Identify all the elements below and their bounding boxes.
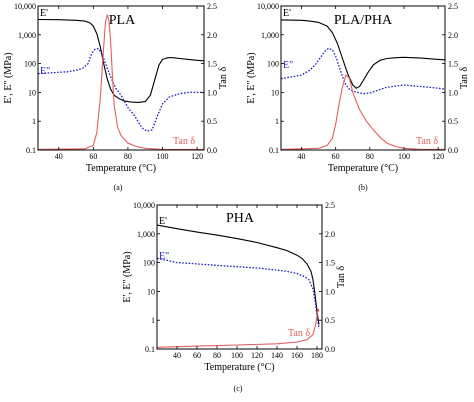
- panel-caption: (b): [358, 183, 368, 192]
- y-right-tick-label: 0.5: [207, 117, 217, 126]
- loss-modulus-label: E": [40, 66, 50, 77]
- panel-title: PLA/PHA: [334, 13, 393, 28]
- y-right-tick-label: 0.5: [325, 316, 335, 325]
- loss-modulus-line: [37, 48, 204, 132]
- chart-panel-a: 40 60 80 100 120 0.1 1 10 100 1,000 10,000 0.0 0.5 1.…: [3, 2, 229, 192]
- y-right-tick-label: 1.5: [325, 259, 335, 268]
- x-tick-label: 80: [366, 152, 374, 161]
- loss-modulus-line: [280, 47, 446, 95]
- x-tick-label: 60: [193, 351, 201, 360]
- y-left-tick-label: 10,000: [14, 2, 36, 11]
- y-left-tick-label: 10: [28, 88, 36, 97]
- x-tick-label: 80: [213, 351, 221, 360]
- y-right-tick-label: 2.0: [448, 31, 458, 40]
- y-right-tick-label: 1.0: [325, 287, 335, 296]
- loss-modulus-label: E": [283, 60, 293, 71]
- tan-delta-line: [156, 308, 320, 348]
- y-left-axis-label: E', E" (MPa): [246, 52, 257, 103]
- storage-modulus-line: [280, 19, 446, 89]
- y-right-axis-label: Tan δ: [459, 67, 470, 89]
- y-left-tick-label: 100: [24, 60, 36, 69]
- loss-modulus-label: E": [159, 251, 169, 262]
- storage-modulus-line: [156, 224, 320, 325]
- chart-panel-b: 40 60 80 100 120 0.1 1 10 100 1,000 10,000 0.0 0.5 1.…: [246, 2, 470, 192]
- x-tick-label: 140: [271, 351, 283, 360]
- y-left-tick-label: 0.1: [26, 146, 36, 155]
- y-left-tick-label: 0.1: [145, 345, 155, 354]
- x-tick-label: 100: [231, 351, 243, 360]
- x-tick-label: 60: [332, 152, 340, 161]
- y-right-tick-label: 1.0: [448, 88, 458, 97]
- y-right-tick-label: 1.5: [448, 60, 458, 69]
- x-tick-label: 60: [89, 152, 97, 161]
- x-tick-label: 40: [55, 152, 63, 161]
- y-right-tick-label: 0.0: [448, 146, 458, 155]
- y-left-axis-label: E', E" (MPa): [3, 52, 14, 103]
- plot-frame: [156, 204, 323, 350]
- y-left-tick-label: 10,000: [257, 2, 279, 11]
- y-left-tick-label: 10,000: [133, 201, 155, 210]
- storage-modulus-label: E': [159, 216, 167, 227]
- plot-frame: [37, 5, 205, 151]
- y-left-tick-label: 1: [275, 117, 279, 126]
- y-right-tick-label: 1.5: [207, 60, 217, 69]
- x-tick-label: 160: [291, 351, 303, 360]
- loss-modulus-line: [156, 257, 320, 329]
- x-tick-label: 120: [432, 152, 444, 161]
- y-right-tick-label: 0.5: [448, 117, 458, 126]
- y-right-tick-label: 2.0: [207, 31, 217, 40]
- y-right-tick-label: 2.5: [325, 201, 335, 210]
- y-left-tick-label: 1,000: [261, 31, 279, 40]
- y-left-tick-label: 100: [143, 259, 155, 268]
- y-right-tick-label: 1.0: [207, 88, 217, 97]
- y-right-axis-label: Tan δ: [218, 67, 229, 89]
- y-left-tick-label: 1: [32, 117, 36, 126]
- x-axis-label: Temperature (°C): [204, 362, 274, 373]
- tan-delta-line: [280, 74, 445, 150]
- tan-delta-line: [37, 14, 204, 150]
- x-tick-label: 120: [191, 152, 203, 161]
- storage-modulus-line: [37, 18, 205, 103]
- y-left-tick-label: 100: [267, 60, 279, 69]
- storage-modulus-label: E': [283, 8, 291, 19]
- plot-frame: [280, 5, 446, 151]
- y-left-tick-label: 1,000: [137, 230, 155, 239]
- y-left-tick-label: 0.1: [269, 146, 279, 155]
- y-left-tick-label: 10: [271, 88, 279, 97]
- x-tick-label: 180: [311, 351, 323, 360]
- x-axis-label: Temperature (°C): [86, 163, 156, 174]
- x-tick-label: 80: [124, 152, 132, 161]
- y-right-tick-label: 2.0: [325, 230, 335, 239]
- panel-caption: (a): [114, 183, 123, 192]
- y-right-tick-label: 2.5: [448, 2, 458, 11]
- y-left-tick-label: 1: [151, 316, 155, 325]
- tan-delta-label: Tan δ: [288, 328, 310, 339]
- y-left-tick-label: 1,000: [18, 31, 36, 40]
- y-right-tick-label: 0.0: [207, 146, 217, 155]
- x-tick-label: 100: [157, 152, 169, 161]
- y-right-tick-label: 2.5: [207, 2, 217, 11]
- tan-delta-label: Tan δ: [416, 136, 438, 147]
- panel-caption: (c): [234, 384, 243, 393]
- y-right-axis-label: Tan δ: [336, 266, 347, 288]
- x-tick-label: 40: [173, 351, 181, 360]
- tan-delta-label: Tan δ: [173, 136, 195, 147]
- y-left-tick-label: 10: [147, 287, 155, 296]
- x-axis-label: Temperature (°C): [328, 163, 398, 174]
- x-tick-label: 120: [251, 351, 263, 360]
- panel-title: PLA: [109, 13, 136, 28]
- y-left-axis-label: E', E" (MPa): [122, 251, 133, 302]
- storage-modulus-label: E': [40, 8, 48, 19]
- x-tick-label: 40: [298, 152, 306, 161]
- x-tick-label: 100: [398, 152, 410, 161]
- y-right-tick-label: 0.0: [325, 345, 335, 354]
- panel-title: PHA: [226, 211, 255, 226]
- chart-panel-c: 40 60 80 100 120 140 160 180 0.1 1 10 100 1,000 10,00…: [122, 201, 347, 393]
